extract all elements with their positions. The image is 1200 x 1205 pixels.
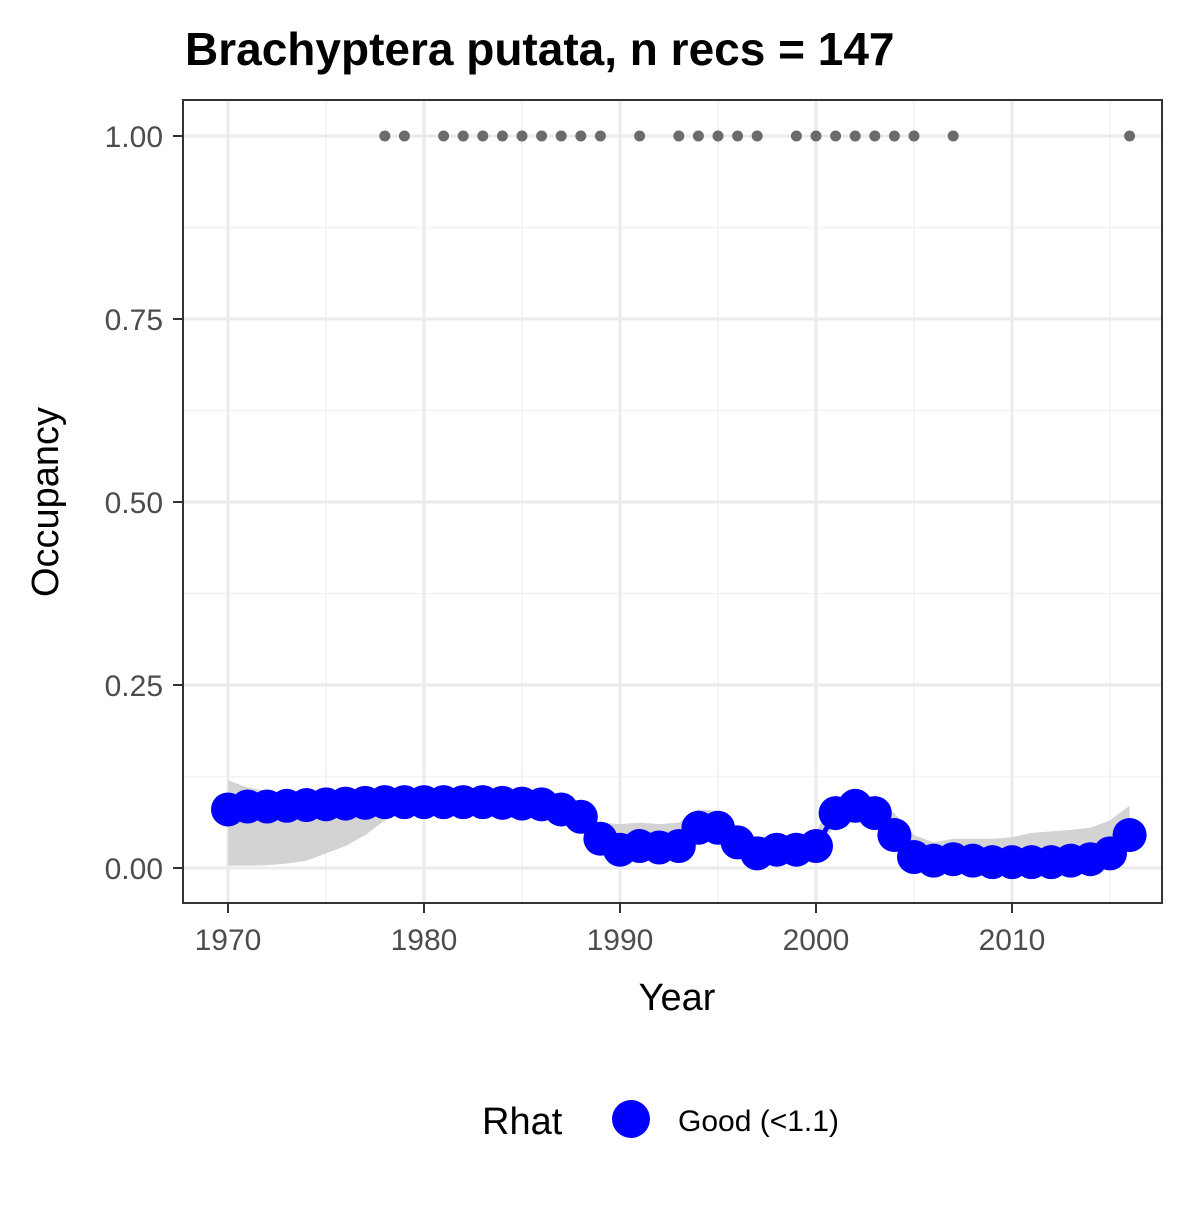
record-point bbox=[634, 130, 646, 142]
records-layer bbox=[379, 130, 1136, 142]
record-point bbox=[790, 130, 802, 142]
record-point bbox=[398, 130, 410, 142]
y-tick-label: 0.75 bbox=[105, 304, 163, 337]
legend-key-good bbox=[612, 1100, 650, 1138]
record-point bbox=[947, 130, 959, 142]
occupancy-point bbox=[799, 829, 833, 864]
occupancy-point bbox=[877, 818, 912, 853]
record-point bbox=[457, 130, 469, 142]
axis-layer: 1970 1980 1990 2000 2010 0.00 0.25 0.50 0.75 1.00 bbox=[105, 121, 1046, 957]
record-point bbox=[594, 130, 606, 142]
y-tick-label: 1.00 bbox=[105, 121, 163, 154]
x-tick-label: 1970 bbox=[195, 924, 262, 957]
record-point bbox=[379, 130, 391, 142]
legend-title: Rhat bbox=[482, 1101, 563, 1143]
y-tick-label: 0.50 bbox=[105, 487, 163, 520]
y-tick-label: 0.00 bbox=[105, 853, 163, 886]
record-point bbox=[830, 130, 842, 142]
occupancy-point bbox=[1112, 818, 1147, 853]
legend-label-good: Good (<1.1) bbox=[678, 1105, 839, 1138]
record-point bbox=[751, 130, 763, 142]
x-tick-label: 1980 bbox=[391, 924, 458, 957]
record-point bbox=[536, 130, 548, 142]
grid-layer bbox=[183, 100, 1162, 903]
record-point bbox=[732, 130, 744, 142]
record-point bbox=[692, 130, 704, 142]
record-point bbox=[1124, 130, 1136, 142]
x-tick-label: 1990 bbox=[587, 924, 654, 957]
legend: Rhat Good (<1.1) bbox=[482, 1100, 839, 1143]
record-point bbox=[516, 130, 528, 142]
x-tick-label: 2010 bbox=[979, 924, 1046, 957]
chart-title: Brachyptera putata, n recs = 147 bbox=[185, 23, 895, 75]
record-point bbox=[575, 130, 587, 142]
record-point bbox=[810, 130, 822, 142]
series-layer bbox=[211, 785, 1147, 880]
record-point bbox=[869, 130, 881, 142]
record-point bbox=[712, 130, 724, 142]
record-point bbox=[477, 130, 489, 142]
y-axis-title: Occupancy bbox=[25, 407, 67, 597]
y-tick-label: 0.25 bbox=[105, 670, 163, 703]
occupancy-point bbox=[857, 796, 892, 831]
record-point bbox=[673, 130, 685, 142]
x-axis-title: Year bbox=[639, 977, 716, 1019]
record-point bbox=[888, 130, 900, 142]
record-point bbox=[908, 130, 920, 142]
record-point bbox=[496, 130, 508, 142]
record-point bbox=[849, 130, 861, 142]
record-point bbox=[438, 130, 450, 142]
x-tick-label: 2000 bbox=[783, 924, 850, 957]
occupancy-point bbox=[563, 799, 598, 834]
record-point bbox=[555, 130, 567, 142]
